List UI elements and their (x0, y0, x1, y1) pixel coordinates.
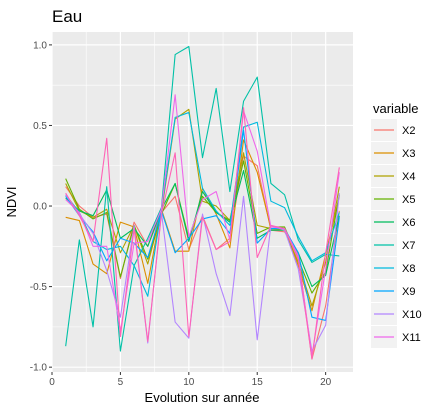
legend-item-x9: X9 (371, 280, 415, 302)
legend-title: variable (373, 101, 419, 116)
legend-item-x2: X2 (371, 119, 415, 141)
legend-item-x11: X11 (371, 326, 421, 348)
legend-item-x8: X8 (371, 257, 415, 279)
x-tick-label: 5 (118, 377, 124, 388)
y-tick-label: 1.0 (33, 40, 47, 51)
plot-panel (52, 32, 353, 372)
series-line-x4 (65, 108, 340, 307)
legend-item-x6: X6 (371, 211, 415, 233)
minor-gridlines (52, 32, 353, 372)
legend-label: X9 (402, 286, 415, 298)
legend-item-x5: X5 (371, 188, 415, 210)
x-axis-label: Evolution sur année (145, 390, 260, 405)
series-line-x11 (65, 94, 340, 357)
y-tick-label: 0.0 (33, 202, 47, 213)
legend-item-x3: X3 (371, 142, 415, 164)
legend-label: X10 (402, 309, 422, 321)
legend: X2 X3 X4 X5 X6 X7 X8 X9 X10 X11 (371, 119, 422, 348)
legend-item-x7: X7 (371, 234, 415, 256)
legend-label: X7 (402, 240, 415, 252)
y-tick-label: -1.0 (30, 363, 48, 374)
x-tick-label: 15 (252, 377, 264, 388)
series-line-x8 (65, 112, 340, 297)
legend-item-x4: X4 (371, 165, 415, 187)
y-tick-label: -0.5 (30, 282, 48, 293)
legend-label: X3 (402, 148, 415, 160)
series-line-x7 (65, 45, 340, 352)
y-tick-label: 0.5 (33, 121, 47, 132)
x-tick-label: 0 (49, 377, 55, 388)
legend-label: X11 (402, 332, 421, 344)
series-line-x12 (65, 107, 340, 360)
y-axis-label: NDVI (4, 186, 19, 217)
x-tick-label: 10 (183, 377, 195, 388)
x-tick-label: 20 (320, 377, 332, 388)
y-axis-ticks: -1.0 -0.5 0.0 0.5 1.0 (30, 40, 52, 374)
chart-title: Eau (52, 7, 82, 26)
x-axis-ticks: 0 5 10 15 20 (49, 372, 332, 388)
legend-label: X8 (402, 263, 415, 275)
legend-item-x10: X10 (371, 303, 422, 325)
legend-label: X6 (402, 217, 415, 229)
legend-label: X5 (402, 194, 415, 206)
legend-label: X4 (402, 171, 415, 183)
legend-label: X2 (402, 125, 415, 137)
series-line-x10 (65, 193, 340, 352)
series-lines (65, 45, 340, 360)
